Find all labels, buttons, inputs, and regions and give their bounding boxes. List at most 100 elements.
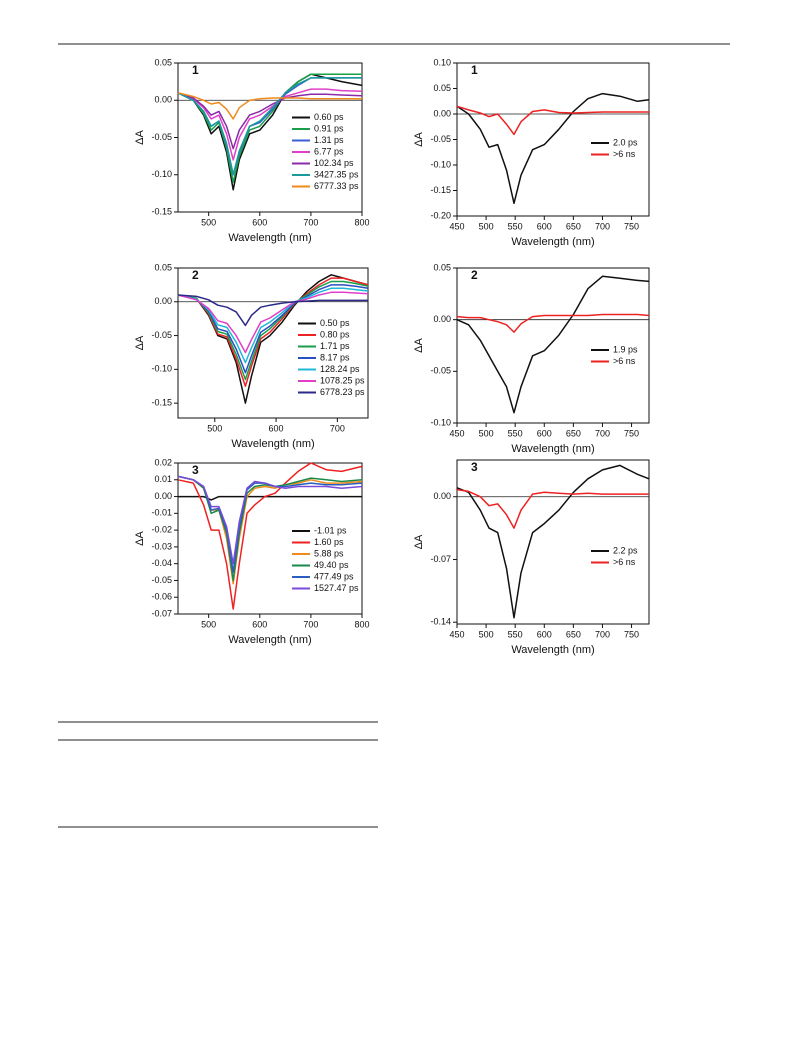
panel-label: 1 [192, 63, 199, 77]
y-tick-label: -0.10 [430, 159, 451, 169]
chart: -0.14 -0.07 0.00 450 500 550 600 650 700 750 Wavel… [413, 459, 650, 656]
y-tick-label: -0.20 [430, 210, 451, 220]
x-tick-label: 750 [624, 221, 639, 231]
y-tick-label: -0.02 [151, 524, 172, 534]
y-tick-label: -0.05 [430, 134, 451, 144]
legend-label: 477.49 ps [314, 571, 354, 581]
spectrum-line [456, 105, 649, 136]
x-axis-label: Wavelength (nm) [228, 232, 311, 244]
x-tick-label: 500 [479, 629, 494, 639]
legend-label: 0.60 ps [314, 112, 344, 122]
spectrum-line [177, 294, 368, 327]
legend-label: >6 ns [613, 557, 636, 567]
legend-label: 0.80 ps [320, 329, 350, 339]
x-axis-label: Wavelength (nm) [231, 438, 314, 450]
y-tick-label: 0.00 [154, 296, 172, 306]
y-tick-label: 0.00 [154, 491, 172, 501]
spectrum-line [456, 464, 650, 619]
x-tick-label: 750 [624, 428, 639, 438]
x-tick-label: 600 [252, 619, 267, 629]
y-tick-label: 0.05 [433, 83, 451, 93]
panel-label: 3 [471, 460, 478, 474]
y-tick-label: -0.07 [430, 554, 451, 564]
spectrum-line [177, 277, 369, 387]
chart: -0.10 -0.05 0.00 0.05 450 500 550 600 650 700 750 W… [413, 262, 650, 455]
legend-label: 1078.25 ps [320, 375, 365, 385]
plot-frame [456, 459, 650, 625]
plot-frame [177, 267, 369, 419]
x-tick-label: 650 [566, 221, 581, 231]
chart: -0.15 -0.10 -0.05 0.00 0.05 500 600 700 800 Wavel… [134, 57, 370, 244]
spectrum-line [456, 275, 650, 414]
legend-label: 1.71 ps [320, 341, 350, 351]
legend-label: 3427.35 ps [314, 169, 359, 179]
legend-label: 6777.33 ps [314, 181, 359, 191]
y-tick-label: -0.10 [430, 417, 451, 427]
x-tick-label: 500 [479, 428, 494, 438]
x-tick-label: 600 [537, 428, 552, 438]
legend-label: 1.9 ps [613, 344, 638, 354]
legend-label: 8.17 ps [320, 352, 350, 362]
y-tick-label: -0.10 [151, 169, 172, 179]
x-axis-label: Wavelength (nm) [511, 236, 594, 248]
x-tick-label: 450 [449, 221, 464, 231]
legend-label: 102.34 ps [314, 158, 354, 168]
x-tick-label: 600 [537, 221, 552, 231]
y-tick-label: -0.06 [151, 592, 172, 602]
x-tick-label: 600 [269, 423, 284, 433]
x-tick-label: 450 [449, 428, 464, 438]
x-tick-label: 700 [330, 423, 345, 433]
y-tick-label: -0.03 [151, 541, 172, 551]
spectrum-line [177, 280, 369, 381]
legend-label: 1527.47 ps [314, 583, 359, 593]
panel-label: 2 [471, 268, 478, 282]
legend-label: 128.24 ps [320, 364, 360, 374]
x-tick-label: 700 [595, 428, 610, 438]
x-tick-label: 750 [624, 629, 639, 639]
legend-label: 6778.23 ps [320, 387, 365, 397]
spectrum-line [177, 284, 369, 374]
panel-label: 1 [471, 63, 478, 77]
x-tick-label: 500 [479, 221, 494, 231]
y-tick-label: 0.10 [433, 57, 451, 67]
x-axis-label: Wavelength (nm) [228, 634, 311, 646]
x-tick-label: 600 [537, 629, 552, 639]
x-tick-label: 700 [595, 629, 610, 639]
spectrum-line [177, 475, 363, 573]
y-tick-label: -0.07 [151, 608, 172, 618]
legend-label: 49.40 ps [314, 560, 349, 570]
spectrum-line [177, 92, 363, 150]
x-axis-label: Wavelength (nm) [511, 644, 594, 656]
plot-frame [456, 267, 650, 424]
spectrum-line [456, 313, 650, 333]
y-tick-label: -0.04 [151, 558, 172, 568]
legend-label: 1.60 ps [314, 537, 344, 547]
spectrum-line [456, 488, 649, 529]
x-tick-label: 500 [201, 217, 216, 227]
x-tick-label: 650 [566, 428, 581, 438]
x-tick-label: 650 [566, 629, 581, 639]
legend-label: 5.88 ps [314, 548, 344, 558]
legend-label: 2.0 ps [613, 137, 638, 147]
legend-label: 0.50 ps [320, 318, 350, 328]
spectrum-line [177, 73, 362, 183]
x-tick-label: 500 [207, 423, 222, 433]
spectrum-line [177, 462, 363, 610]
spectrum-line [177, 77, 362, 176]
legend-label: >6 ns [613, 356, 636, 366]
y-axis-label: ΔA [134, 530, 146, 545]
spectrum-line [178, 495, 362, 501]
y-tick-label: -0.14 [430, 617, 451, 627]
y-tick-label: 0.05 [154, 262, 172, 272]
plot-frame [177, 462, 363, 615]
y-axis-label: ΔA [413, 534, 425, 549]
legend-label: 0.91 ps [314, 123, 344, 133]
x-tick-label: 700 [303, 217, 318, 227]
x-tick-label: 550 [508, 428, 523, 438]
y-tick-label: -0.15 [151, 206, 172, 216]
legend-label: 6.77 ps [314, 146, 344, 156]
chart: -0.20 -0.15 -0.10 -0.05 0.00 0.05 0.10 450 500 55… [413, 57, 650, 248]
spectrum-line [177, 92, 362, 120]
y-axis-label: ΔA [134, 335, 146, 350]
